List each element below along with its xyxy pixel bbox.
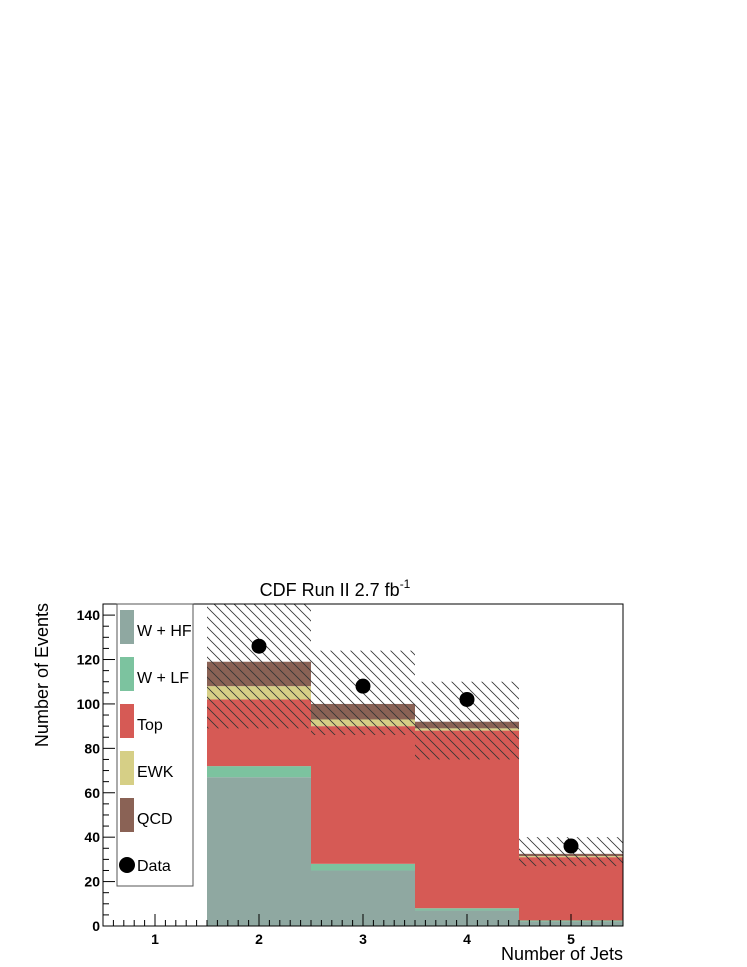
legend: W + HF W + LF Top EWK QCD Data: [116, 603, 194, 887]
y-tick-label: 20: [84, 874, 100, 890]
data-point-2: [251, 638, 267, 654]
y-tick-label: 100: [77, 696, 101, 712]
bar-w-lf-4: [415, 908, 519, 911]
legend-label-data: Data: [137, 858, 171, 875]
legend-swatch-qcd: [120, 798, 134, 832]
legend-swatch-ewk: [120, 751, 134, 785]
legend-label-ewk: EWK: [137, 764, 174, 781]
y-tick-label: 120: [77, 652, 101, 668]
x-tick-label: 2: [255, 931, 263, 947]
y-tick-label: 60: [84, 785, 100, 801]
bar-top-4: [415, 730, 519, 909]
data-points-layer: [251, 638, 579, 854]
y-tick-label: 140: [77, 607, 101, 623]
data-point-4: [459, 691, 475, 707]
y-tick-label: 40: [84, 829, 100, 845]
legend-label-w-lf: W + LF: [137, 670, 189, 687]
chart-title: CDF Run II 2.7 fb-1: [260, 577, 411, 600]
x-axis: 1 2 3 4 5: [112, 914, 624, 947]
legend-label-w-hf: W + HF: [137, 623, 192, 640]
x-tick-label: 5: [567, 931, 575, 947]
bar-top-5: [519, 857, 623, 921]
data-point-5: [563, 838, 579, 854]
legend-box: [116, 603, 194, 887]
legend-label-top: Top: [137, 717, 163, 734]
bar-w-hf-2: [207, 777, 311, 926]
legend-marker-data: [119, 857, 135, 873]
y-tick-label: 0: [92, 918, 100, 934]
legend-swatch-w-hf: [120, 610, 134, 644]
x-tick-label: 3: [359, 931, 367, 947]
x-tick-label: 1: [151, 931, 159, 947]
y-axis: 0 20 40 60 80 100 120 140: [77, 603, 115, 934]
legend-swatch-w-lf: [120, 657, 134, 691]
x-tick-label: 4: [463, 931, 471, 947]
y-tick-label: 80: [84, 740, 100, 756]
bar-w-lf-3: [311, 863, 415, 871]
y-axis-label: Number of Events: [32, 603, 52, 747]
bar-top-3: [311, 726, 415, 864]
legend-label-qcd: QCD: [137, 811, 173, 828]
uncertainty-band-2: [207, 604, 311, 729]
data-point-3: [355, 678, 371, 694]
bar-w-lf-2: [207, 766, 311, 778]
x-axis-label: Number of Jets: [501, 944, 623, 964]
legend-swatch-top: [120, 704, 134, 738]
